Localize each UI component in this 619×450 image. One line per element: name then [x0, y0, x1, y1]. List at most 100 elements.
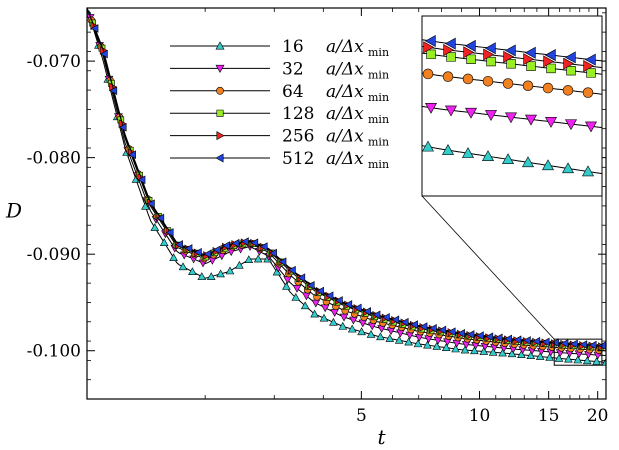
series-marker-16 — [479, 347, 489, 355]
series-marker-16 — [197, 272, 207, 280]
inset-marker — [566, 65, 576, 76]
inset-marker — [581, 165, 595, 177]
x-tick-label: 5 — [356, 406, 367, 426]
series-marker-512 — [325, 291, 334, 301]
inset-marker — [441, 144, 455, 155]
legend-entry: 16 a/Δx min — [170, 37, 389, 59]
inset-marker — [583, 59, 595, 72]
inset-marker — [424, 102, 438, 114]
series-marker-16 — [329, 317, 338, 326]
inset-marker — [503, 50, 515, 63]
inset-marker — [464, 107, 478, 119]
series-marker-16 — [225, 266, 235, 275]
series-marker-512 — [381, 312, 390, 322]
series-marker-512 — [485, 332, 494, 341]
legend-label: 128 — [282, 104, 314, 124]
series-marker-512 — [203, 249, 212, 259]
series-marker-16 — [423, 340, 432, 349]
inset-marker — [541, 159, 555, 171]
y-tick-label: -0.090 — [27, 245, 81, 265]
legend-marker — [216, 131, 225, 141]
series-marker-16 — [432, 341, 442, 350]
inset-marker — [506, 59, 516, 69]
inset-marker — [561, 162, 575, 174]
series-marker-512 — [334, 296, 343, 305]
inset — [421, 15, 603, 366]
series-512 — [87, 8, 606, 350]
series-marker-512 — [513, 335, 522, 345]
inset-marker — [424, 35, 436, 48]
series-marker-512 — [269, 248, 277, 258]
series-marker-16 — [592, 357, 601, 365]
series-marker-512 — [438, 325, 447, 335]
series-marker-512 — [344, 300, 353, 309]
inset-marker — [524, 46, 536, 59]
series-marker-16 — [310, 309, 319, 318]
series-marker-16 — [498, 348, 507, 357]
series-marker-512 — [287, 265, 296, 275]
series-marker-16 — [169, 253, 178, 262]
inset-marker — [543, 55, 555, 68]
series-marker-16 — [178, 262, 188, 271]
inset-marker — [564, 119, 578, 131]
legend-entry: 64 a/Δx min — [170, 82, 389, 104]
inset-marker — [443, 43, 455, 56]
inset-marker — [504, 112, 518, 124]
y-axis-label: D — [5, 199, 22, 223]
series-marker-512 — [475, 331, 484, 340]
legend-entry: 128 a/Δx min — [170, 104, 389, 126]
series-marker-512 — [99, 49, 108, 59]
inset-marker — [582, 87, 594, 98]
series-marker-16 — [300, 301, 310, 310]
series-marker-512 — [353, 303, 362, 313]
inset-marker — [501, 153, 515, 165]
inset-marker — [422, 68, 434, 80]
series-marker-512 — [90, 24, 99, 33]
series-marker-16 — [413, 339, 423, 348]
series-marker-512 — [541, 337, 550, 347]
series-marker-512 — [212, 245, 221, 255]
series-marker-512 — [532, 336, 541, 346]
inset-line — [422, 145, 602, 175]
series-marker-512 — [466, 330, 475, 339]
inset-connector — [421, 195, 555, 340]
legend-marker — [215, 153, 224, 163]
inset-marker — [584, 53, 596, 66]
inset-series-16 — [422, 140, 602, 177]
inset-marker — [462, 73, 474, 85]
series-marker-16 — [582, 356, 592, 365]
inset-curves — [422, 35, 602, 177]
series-marker-512 — [118, 122, 127, 132]
series-marker-512 — [146, 199, 155, 208]
series-marker-512 — [410, 320, 418, 329]
series-marker-512 — [522, 336, 531, 345]
series-marker-512 — [457, 329, 465, 338]
series-marker-512 — [579, 340, 588, 349]
legend-label: 64 — [282, 82, 304, 102]
inset-marker — [444, 37, 456, 50]
inset-marker — [461, 147, 475, 158]
axes: -0.070 -0.080 -0.090 -0.100 5 10 15 20 t D — [5, 7, 609, 449]
plot-curves — [87, 8, 606, 366]
inset-marker — [486, 56, 496, 67]
series-marker-16 — [404, 337, 413, 346]
series-marker-512 — [193, 248, 202, 257]
series-marker-16 — [366, 329, 376, 338]
inset-marker — [562, 85, 574, 96]
inset-marker — [484, 42, 496, 55]
y-tick-label: -0.070 — [27, 52, 81, 72]
series-marker-16 — [460, 345, 470, 354]
series-marker-16 — [394, 335, 404, 344]
series-marker-16 — [235, 260, 244, 269]
series-marker-512 — [231, 238, 240, 248]
x-tick-label: 20 — [587, 406, 609, 426]
series-marker-512 — [428, 323, 437, 333]
legend-label: 32 — [282, 59, 304, 79]
inset-series-128 — [422, 49, 602, 78]
legend-marker — [215, 41, 225, 50]
inset-marker — [546, 63, 556, 74]
series-marker-16 — [338, 321, 348, 330]
inset-marker — [466, 54, 476, 64]
